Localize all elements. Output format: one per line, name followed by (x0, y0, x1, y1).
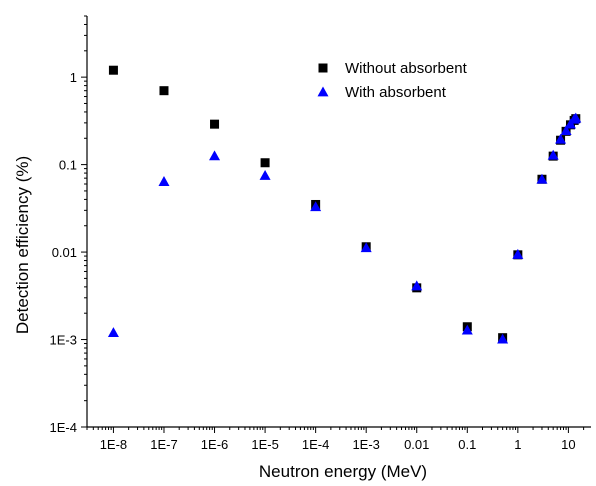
x-tick-label: 1E-8 (100, 437, 127, 452)
x-tick-label: 1E-3 (352, 437, 379, 452)
data-point-with-absorbent (259, 170, 271, 180)
x-tick-label: 1E-6 (201, 437, 228, 452)
data-point-with-absorbent (411, 280, 423, 291)
data-point-without-absorbent (210, 119, 220, 129)
x-tick-label: 0.1 (458, 437, 476, 452)
x-tick-label: 1 (514, 437, 521, 452)
ticks: 1E-8 1E-7 1E-6 1E-5 1E-4 1E-3 0.01 0.1 1 10 1E-4 1E… (50, 15, 585, 452)
data-point-with-absorbent (360, 242, 372, 253)
data-point-without-absorbent (159, 86, 169, 96)
y-tick-label: 0.01 (52, 245, 77, 260)
y-tick-label: 1E-4 (50, 420, 77, 435)
data-point-with-absorbent (536, 173, 548, 184)
data-point-with-absorbent (158, 176, 170, 186)
legend-marker-with-absorbent (317, 86, 329, 97)
data-point-with-absorbent (461, 324, 473, 335)
data-point-with-absorbent (512, 248, 524, 259)
legend-label: Without absorbent (345, 60, 468, 77)
data-point-with-absorbent (547, 149, 559, 160)
data-point-with-absorbent (310, 201, 322, 212)
data-point-with-absorbent (107, 327, 119, 338)
data-point-without-absorbent (260, 158, 270, 168)
data-points (107, 65, 582, 344)
x-tick-label: 10 (561, 437, 575, 452)
legend: Without absorbent With absorbent (317, 60, 468, 101)
axes (86, 16, 591, 428)
data-point-with-absorbent (209, 150, 221, 161)
data-point-without-absorbent (108, 65, 118, 75)
x-axis-label: Neutron energy (MeV) (259, 462, 427, 481)
legend-label: With absorbent (345, 84, 447, 101)
x-tick-label: 0.01 (404, 437, 429, 452)
y-tick-label: 1 (70, 70, 77, 85)
legend-marker-without-absorbent (318, 63, 328, 73)
x-tick-label: 1E-7 (150, 437, 177, 452)
y-tick-label: 1E-3 (50, 333, 77, 348)
data-point-with-absorbent (555, 133, 567, 144)
data-point-with-absorbent (497, 333, 509, 344)
data-point-with-absorbent (570, 112, 582, 123)
data-point-with-absorbent (560, 125, 572, 135)
x-tick-label: 1E-5 (251, 437, 278, 452)
y-tick-label: 0.1 (59, 158, 77, 173)
x-tick-label: 1E-4 (302, 437, 329, 452)
y-axis-label: Detection efficiency (%) (13, 156, 32, 334)
